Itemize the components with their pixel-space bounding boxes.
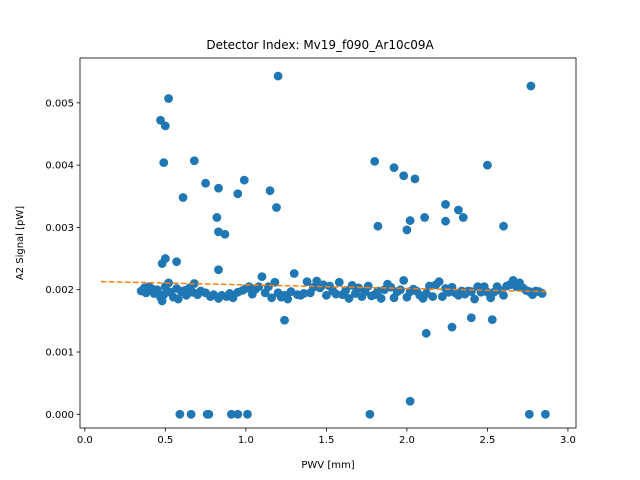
y-tick-label: 0.004 [45, 161, 74, 172]
y-tick-label: 0.000 [45, 410, 74, 421]
data-point [421, 328, 431, 338]
data-point [376, 294, 386, 303]
data-point [470, 294, 479, 304]
data-point [257, 272, 267, 282]
data-point [226, 409, 236, 419]
data-point [373, 221, 383, 231]
data-point [172, 257, 182, 267]
data-point [159, 158, 169, 168]
data-point [186, 409, 196, 419]
data-point [405, 396, 415, 406]
x-tick-label: 2.0 [399, 435, 415, 446]
data-point [157, 259, 167, 268]
chart-title: Detector Index: Mv19_f090_Ar10c09A [206, 38, 434, 52]
plot-frame [79, 57, 577, 429]
plot-area [100, 71, 550, 419]
data-point [264, 282, 273, 292]
data-point [214, 183, 223, 193]
data-point [254, 282, 264, 292]
data-point [204, 409, 214, 419]
x-tick-label: 0.0 [77, 435, 93, 446]
x-tick-label: 1.0 [238, 435, 254, 446]
data-point [541, 409, 550, 419]
data-point [537, 289, 547, 298]
data-point [201, 178, 211, 188]
data-point [152, 285, 162, 295]
data-point [441, 216, 450, 226]
data-point [173, 294, 183, 304]
data-point [487, 315, 497, 325]
data-point [220, 229, 230, 239]
data-point [399, 275, 409, 285]
data-point [302, 277, 312, 287]
data-point [189, 156, 199, 166]
data-point [239, 175, 249, 185]
data-point [386, 282, 396, 292]
data-point [434, 277, 444, 287]
data-point [447, 322, 457, 332]
data-point [280, 315, 289, 325]
y-axis: 0.000 0.001 0.002 0.003 0.004 0.005 [45, 98, 80, 421]
data-point [396, 285, 405, 295]
data-point [164, 94, 173, 103]
data-point [344, 294, 354, 303]
data-point [267, 293, 277, 303]
data-point [466, 313, 476, 323]
x-tick-label: 0.5 [157, 435, 173, 446]
data-point [331, 289, 341, 299]
data-point [233, 409, 243, 419]
data-point [410, 174, 420, 184]
data-point [499, 290, 508, 300]
data-point [370, 157, 380, 166]
data-point [334, 277, 344, 287]
data-point [363, 281, 373, 291]
data-point [212, 213, 222, 222]
x-axis: 0.0 0.5 1.0 1.5 2.0 2.5 3.0 [77, 428, 576, 446]
data-point [233, 189, 243, 199]
data-point [524, 409, 534, 419]
y-axis-label: A2 Signal [pW] [15, 206, 26, 280]
y-tick-label: 0.001 [45, 348, 74, 359]
data-point [458, 213, 468, 222]
x-tick-label: 3.0 [560, 435, 576, 446]
data-point [214, 265, 223, 275]
points-layer [136, 71, 550, 419]
data-point [428, 292, 438, 301]
data-point [175, 409, 185, 419]
data-point [499, 221, 508, 231]
data-point [389, 163, 399, 173]
data-point [405, 216, 415, 225]
data-point [270, 277, 280, 287]
x-tick-label: 2.5 [479, 435, 495, 446]
x-axis-label: PWV [mm] [301, 460, 354, 471]
y-tick-label: 0.003 [45, 223, 74, 234]
data-point [265, 186, 275, 196]
data-point [178, 193, 188, 202]
data-point [420, 213, 430, 222]
data-point [437, 292, 447, 301]
data-point [483, 160, 492, 170]
data-point [341, 285, 351, 295]
data-point [441, 199, 450, 209]
data-point [312, 276, 322, 286]
data-point [283, 294, 293, 304]
data-point [289, 269, 299, 278]
data-point [365, 409, 375, 419]
data-point [454, 205, 463, 215]
data-point [273, 71, 283, 81]
data-point [399, 171, 409, 181]
y-tick-label: 0.005 [45, 98, 74, 109]
fit-line [100, 280, 548, 293]
data-point [526, 81, 536, 91]
data-point [299, 289, 309, 298]
y-tick-label: 0.002 [45, 285, 74, 296]
data-point [321, 290, 331, 300]
data-point [243, 409, 252, 419]
data-point [272, 203, 281, 212]
data-point [160, 121, 170, 131]
x-tick-label: 1.5 [318, 435, 334, 446]
data-point [402, 225, 412, 235]
